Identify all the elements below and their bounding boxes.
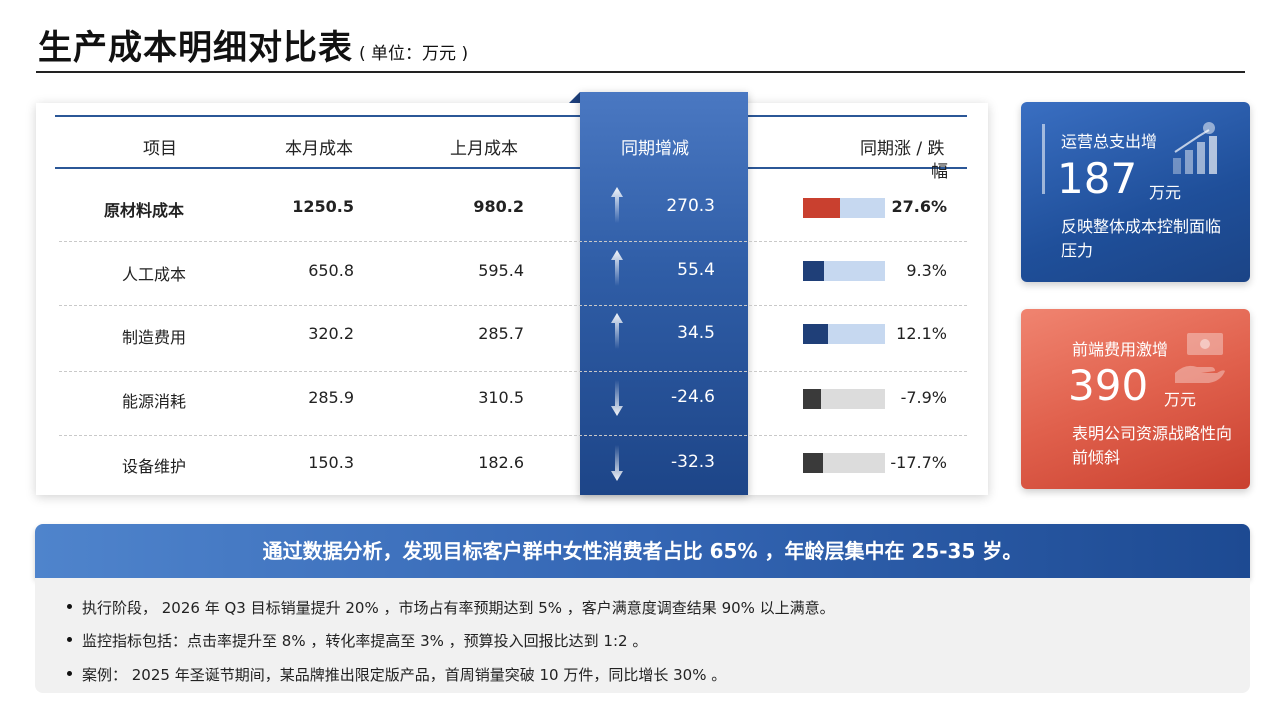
row-previous: 980.2 bbox=[473, 197, 524, 216]
note-item: 执行阶段， 2026 年 Q3 目标销量提升 20% ，市场占有率预期达到 5%… bbox=[67, 597, 835, 618]
change-bar bbox=[803, 261, 885, 281]
row-change: 270.3 bbox=[666, 196, 715, 216]
change-bar-fill bbox=[803, 389, 822, 409]
row-change: -32.3 bbox=[671, 452, 715, 472]
row-previous: 285.7 bbox=[478, 324, 524, 343]
header-pct: 同期涨 / 跌 bbox=[860, 139, 945, 159]
row-change: -24.6 bbox=[671, 387, 715, 407]
card-number: 187 bbox=[1057, 154, 1138, 203]
card-unit: 万元 bbox=[1164, 390, 1197, 409]
row-item: 制造费用 bbox=[122, 328, 187, 347]
column-notch bbox=[569, 92, 580, 103]
row-previous: 310.5 bbox=[478, 388, 524, 407]
row-previous: 182.6 bbox=[478, 453, 524, 472]
row-pct: 12.1% bbox=[896, 324, 947, 343]
up-arrow-icon bbox=[611, 250, 623, 286]
bullet-icon bbox=[67, 637, 72, 642]
change-bar-fill bbox=[803, 324, 829, 344]
row-item: 人工成本 bbox=[122, 265, 187, 284]
note-text: 执行阶段， 2026 年 Q3 目标销量提升 20% ，市场占有率预期达到 5%… bbox=[82, 599, 835, 617]
cost-table bbox=[36, 103, 988, 495]
total-expense-card: 运营总支出增 187 万元 反映整体成本控制面临压力 bbox=[1021, 102, 1250, 282]
change-bar bbox=[803, 389, 885, 409]
bullet-icon bbox=[67, 671, 72, 676]
change-bar bbox=[803, 324, 885, 344]
row-divider bbox=[59, 435, 967, 436]
row-change: 55.4 bbox=[677, 260, 715, 280]
down-arrow-icon bbox=[611, 380, 623, 416]
change-bar-fill bbox=[803, 261, 824, 281]
row-item: 原材料成本 bbox=[104, 201, 185, 220]
row-current: 320.2 bbox=[308, 324, 354, 343]
header-change: 同期增减 bbox=[621, 139, 689, 159]
row-current: 650.8 bbox=[308, 261, 354, 280]
bullet-icon bbox=[67, 604, 72, 609]
card-label: 前端费用激增 bbox=[1072, 340, 1169, 359]
change-column-highlight bbox=[580, 92, 748, 495]
row-divider bbox=[59, 371, 967, 372]
table-top-rule bbox=[55, 115, 967, 117]
up-arrow-icon bbox=[611, 187, 623, 223]
title-divider bbox=[36, 71, 1245, 73]
change-bar bbox=[803, 198, 885, 218]
row-change: 34.5 bbox=[677, 323, 715, 343]
note-text: 案例： 2025 年圣诞节期间，某品牌推出限定版产品，首周销量突破 10 万件，… bbox=[82, 666, 727, 684]
row-divider bbox=[59, 305, 967, 306]
note-text: 监控指标包括：点击率提升至 8% ，转化率提高至 3% ，预算投入回报比达到 1… bbox=[82, 632, 648, 650]
card-number: 390 bbox=[1068, 361, 1149, 410]
table-header-rule bbox=[55, 167, 967, 169]
header-item: 项目 bbox=[143, 139, 177, 159]
insight-banner: 通过数据分析，发现目标客户群中女性消费者占比 65% ，年龄层集中在 25-35… bbox=[35, 524, 1250, 578]
row-item: 能源消耗 bbox=[122, 392, 187, 411]
up-arrow-icon bbox=[611, 313, 623, 349]
card-description: 反映整体成本控制面临压力 bbox=[1061, 217, 1222, 260]
insight-text: 通过数据分析，发现目标客户群中女性消费者占比 65% ，年龄层集中在 25-35… bbox=[262, 539, 1023, 563]
row-pct: -7.9% bbox=[900, 388, 947, 407]
frontend-expense-card: 前端费用激增 390 万元 表明公司资源战略性向前倾斜 bbox=[1021, 309, 1250, 489]
down-arrow-icon bbox=[611, 445, 623, 481]
row-current: 150.3 bbox=[308, 453, 354, 472]
row-previous: 595.4 bbox=[478, 261, 524, 280]
row-divider bbox=[59, 241, 967, 242]
growth-chart-icon bbox=[1173, 122, 1217, 174]
hand-money-icon bbox=[1175, 333, 1225, 383]
note-item: 监控指标包括：点击率提升至 8% ，转化率提高至 3% ，预算投入回报比达到 1… bbox=[67, 630, 647, 651]
row-pct: -17.7% bbox=[890, 453, 947, 472]
notes-panel: 执行阶段， 2026 年 Q3 目标销量提升 20% ，市场占有率预期达到 5%… bbox=[35, 578, 1250, 693]
row-pct: 27.6% bbox=[891, 197, 947, 216]
header-pct-wrap: 幅 bbox=[931, 162, 948, 182]
change-bar-fill bbox=[803, 198, 840, 218]
card-description: 表明公司资源战略性向前倾斜 bbox=[1072, 424, 1233, 467]
header-current: 本月成本 bbox=[285, 139, 353, 159]
row-item: 设备维护 bbox=[122, 457, 187, 476]
change-bar bbox=[803, 453, 885, 473]
page-title: 生产成本明细对比表 bbox=[38, 28, 353, 68]
card-label: 运营总支出增 bbox=[1061, 132, 1158, 151]
change-bar-fill bbox=[803, 453, 823, 473]
card-accent-bar bbox=[1042, 124, 1045, 194]
row-pct: 9.3% bbox=[906, 261, 947, 280]
header-previous: 上月成本 bbox=[450, 139, 518, 159]
note-item: 案例： 2025 年圣诞节期间，某品牌推出限定版产品，首周销量突破 10 万件，… bbox=[67, 664, 726, 685]
unit-label: ( 单位：万元 ) bbox=[359, 44, 469, 64]
row-current: 1250.5 bbox=[292, 197, 354, 216]
page-header: 生产成本明细对比表 ( 单位：万元 ) bbox=[38, 20, 468, 72]
card-unit: 万元 bbox=[1149, 183, 1182, 202]
row-current: 285.9 bbox=[308, 388, 354, 407]
